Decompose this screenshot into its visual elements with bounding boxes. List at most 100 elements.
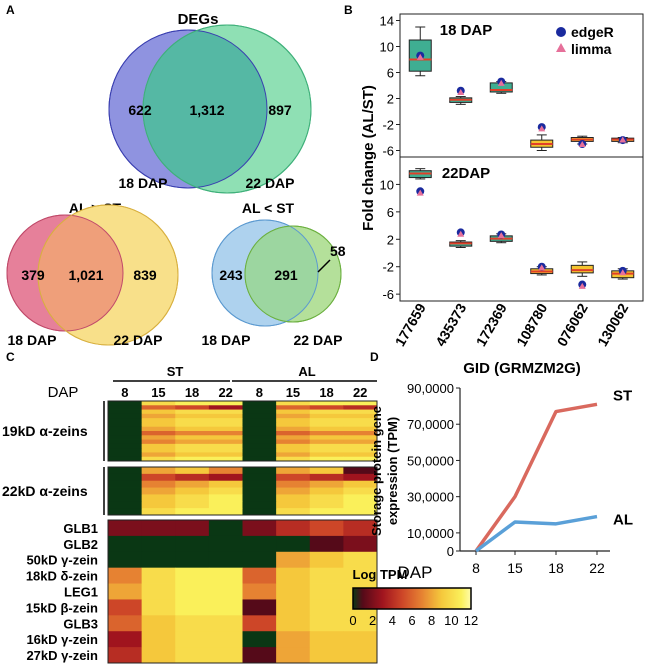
boxplot-frame-0 [399, 13, 644, 158]
y-tick-label: -2 [382, 260, 394, 275]
heatmap-dap-col: 15 [151, 385, 165, 400]
heatmap-cell [208, 647, 243, 664]
heatmap-cell [276, 494, 311, 502]
heatmap-row-label: GLB2 [63, 537, 98, 552]
heatmap-cell [309, 439, 344, 445]
heatmap-row-label: LEG1 [64, 585, 98, 600]
heatmap-cell [108, 413, 143, 419]
heatmap-cell [309, 615, 344, 632]
heatmap-cell [108, 467, 143, 475]
heatmap-cell [108, 431, 143, 436]
box-076062 [570, 135, 594, 148]
heatmap-block-label: 19kD α-zeins [2, 423, 88, 439]
limma-point [416, 189, 424, 196]
heatmap-cell [343, 418, 378, 423]
venn-al-gt-st-right-count: 839 [133, 267, 157, 283]
heatmap-cell [242, 535, 277, 553]
heatmap-cell [141, 439, 176, 445]
heatmap-cell [276, 508, 311, 516]
heatmap-row-label: 27kD γ-zein [26, 648, 98, 663]
heatmap-cell [242, 583, 277, 600]
heatmap-cell [175, 467, 210, 475]
heatmap-cell [108, 422, 143, 428]
heatmap-cell [108, 448, 143, 453]
heatmap-cell [141, 615, 176, 632]
heatmap-cell [208, 401, 243, 406]
heatmap-cell [343, 480, 378, 488]
heatmap-cell [208, 448, 243, 453]
heatmap-cell [309, 426, 344, 432]
heatmap-cell [309, 443, 344, 449]
heatmap-cell [343, 401, 378, 406]
heatmap-cell [175, 443, 210, 449]
heatmap-cell [208, 467, 243, 475]
heatmap-cell [141, 631, 176, 648]
heatmap-cell [242, 431, 277, 436]
heatmap-cell [276, 647, 311, 664]
heatmap-cell [276, 422, 311, 428]
heatmap-cell [309, 448, 344, 453]
heatmap-cell [175, 401, 210, 406]
heatmap-cell [175, 448, 210, 453]
heatmap-cell [108, 405, 143, 410]
line-y-tick-label: 90,0000 [407, 381, 454, 396]
box-iqr [570, 264, 594, 274]
box-108780 [530, 123, 554, 151]
heatmap-cell [208, 456, 243, 462]
heatmap-cell [208, 405, 243, 410]
heatmap-cell [276, 452, 311, 458]
box-076062 [570, 261, 594, 289]
heatmap-cell [343, 431, 378, 436]
heatmap-cell [309, 501, 344, 509]
boxplot-xlabel: GID (GRMZM2G) [463, 360, 581, 377]
heatmap-cell [175, 615, 210, 632]
heatmap-cell [242, 567, 277, 584]
heatmap-row-label: 15kD β-zein [26, 600, 98, 615]
heatmap-cell [276, 535, 311, 553]
box-435373 [449, 86, 473, 105]
heatmap-cell [276, 443, 311, 449]
heatmap-block-frame [107, 400, 378, 462]
heatmap-cell [175, 418, 210, 423]
box-130062 [611, 266, 635, 280]
heatmap-cell [309, 567, 344, 584]
x-tick-label-172369: 172369 [473, 300, 510, 349]
heatmap-cell [141, 551, 176, 569]
heatmap-cell [276, 456, 311, 462]
heatmap-panel: ST AL DAP 8 15 18 22 8 15 18 22 19kD α-zeins 22kD α-… [2, 364, 478, 664]
heatmap-cell [276, 409, 311, 415]
heatmap-cell [108, 599, 143, 616]
heatmap-cell [276, 405, 311, 410]
heatmap-cell [276, 467, 311, 475]
heatmap-cell [309, 583, 344, 600]
heatmap-cell [175, 480, 210, 488]
heatmap-cell [309, 431, 344, 436]
heatmap-cell [208, 520, 243, 537]
y-tick-label: -2 [382, 118, 394, 133]
heatmap-cell [242, 615, 277, 632]
heatmap-cell [343, 452, 378, 458]
heatmap-cell [141, 409, 176, 415]
heatmap-cell [175, 409, 210, 415]
heatmap-cell [208, 422, 243, 428]
heatmap-cell [175, 456, 210, 462]
heatmap-cell [141, 473, 176, 482]
heatmap-cell [108, 426, 143, 432]
heatmap-cell [141, 480, 176, 488]
panel-label-c: C [6, 350, 15, 364]
heatmap-cell [175, 413, 210, 419]
heatmap-dap-col: 15 [286, 385, 300, 400]
limma-point [457, 230, 465, 237]
heatmap-dap-label: DAP [48, 384, 79, 401]
heatmap-cell [141, 467, 176, 475]
heatmap-cell [175, 567, 210, 584]
heatmap-cell [208, 409, 243, 415]
heatmap-cell [108, 501, 143, 509]
colorscale-tick: 0 [349, 613, 356, 628]
heatmap-cell [242, 631, 277, 648]
heatmap-cell [208, 439, 243, 445]
line-series-label-al: AL [613, 512, 633, 529]
heatmap-cell [276, 413, 311, 419]
heatmap-cell [343, 551, 378, 569]
